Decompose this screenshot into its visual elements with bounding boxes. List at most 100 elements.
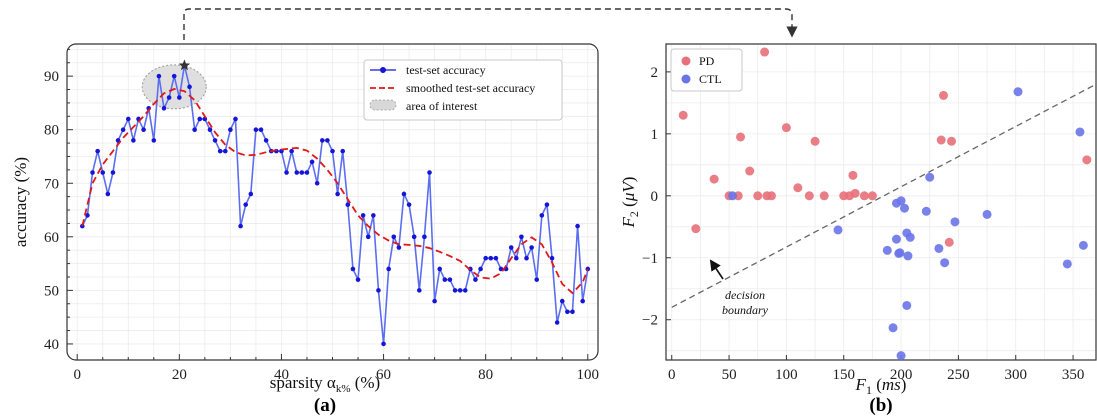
pd-point: [936, 135, 946, 145]
panel-a-legend: test-set accuracy smoothed test-set accu…: [363, 59, 563, 121]
pd-point: [810, 136, 820, 146]
x-tick-label: 200: [890, 367, 913, 383]
panel-b-ylabel: F2 (μV): [619, 177, 641, 229]
test-acc-point: [519, 234, 524, 240]
test-acc-point: [396, 245, 402, 250]
panel-a-label: (a): [314, 395, 336, 416]
ctl-point: [891, 234, 901, 244]
pd-point: [753, 191, 763, 201]
test-acc-point: [319, 138, 325, 143]
y-tick-label: 1: [651, 127, 659, 143]
x-tick-label: 40: [274, 367, 289, 383]
test-acc-point: [386, 266, 391, 272]
ctl-point: [950, 217, 960, 227]
pd-point: [850, 188, 860, 198]
test-acc-point: [488, 255, 494, 261]
pd-point: [793, 183, 803, 193]
test-acc-point: [570, 309, 575, 315]
ctl-point: [882, 245, 892, 255]
test-acc-point: [309, 159, 315, 165]
ctl-point: [925, 172, 935, 182]
pd-point: [781, 123, 791, 133]
test-acc-point: [294, 170, 300, 175]
test-acc-point: [483, 255, 488, 261]
pd-point: [867, 191, 877, 201]
test-acc-point: [85, 213, 90, 218]
test-acc-point: [442, 277, 448, 282]
panel-connector-arrow: [183, 8, 798, 60]
pd-point: [947, 136, 957, 146]
legend-label-ctl: CTL: [699, 72, 722, 86]
star-marker: [178, 59, 191, 71]
x-tick-label: 300: [1004, 367, 1027, 383]
pd-point: [691, 224, 701, 234]
test-acc-point: [105, 191, 111, 197]
test-acc-point: [432, 298, 437, 304]
y-tick-label: 50: [44, 283, 59, 299]
test-acc-point: [524, 255, 529, 261]
annotation-line-2: boundary: [722, 303, 769, 317]
smoothed-acc-line: [81, 88, 589, 294]
pd-point: [819, 191, 829, 201]
x-tick-label: 100: [775, 367, 798, 383]
test-acc-point: [422, 234, 427, 240]
test-acc-point: [314, 180, 320, 186]
test-acc-point: [110, 170, 116, 175]
pd-point: [804, 191, 814, 201]
ctl-point: [982, 209, 992, 219]
x-tick-label: 0: [73, 367, 81, 383]
test-acc-point: [565, 309, 570, 315]
legend-label-area: area of interest: [406, 99, 478, 113]
test-acc-point: [554, 320, 560, 325]
test-acc-point: [447, 277, 453, 282]
ctl-point: [1075, 127, 1085, 137]
test-acc-point: [462, 288, 468, 293]
ctl-point: [1062, 259, 1072, 269]
test-acc-point: [151, 138, 157, 143]
test-acc-point: [177, 95, 182, 100]
ctl-point: [896, 196, 906, 206]
test-acc-point: [197, 116, 203, 122]
decision-boundary-annotation: decision boundary: [709, 259, 769, 317]
test-acc-point: [401, 191, 407, 197]
legend-marker-ctl: [681, 74, 691, 84]
test-acc-point: [473, 277, 478, 282]
test-acc-point: [335, 191, 340, 197]
panel-b-frame: [665, 43, 1097, 361]
pd-point: [859, 191, 869, 201]
ctl-point: [905, 232, 915, 242]
test-acc-point: [166, 95, 172, 100]
test-acc-point: [539, 213, 545, 218]
test-acc-point: [120, 127, 126, 132]
test-acc-point: [452, 288, 458, 293]
test-acc-point: [416, 288, 422, 293]
panel-a-ticks: 0 20 40 60 80 100 40 50 60 70 80 90: [44, 48, 599, 383]
test-acc-point: [100, 170, 106, 175]
test-acc-point: [411, 234, 417, 240]
test-acc-point: [304, 170, 310, 175]
ctl-point: [888, 323, 898, 333]
test-acc-point: [141, 127, 146, 132]
panel-a: 0 20 40 60 80 100 40 50 60 70 80 90 test-set accura…: [11, 43, 599, 416]
test-acc-point: [437, 266, 443, 272]
test-acc-point: [207, 127, 213, 132]
ctl-point: [896, 351, 906, 361]
test-acc-point: [192, 127, 197, 132]
ctl-point: [1078, 240, 1088, 250]
pd-point: [938, 90, 948, 100]
test-acc-point: [156, 73, 162, 79]
legend-label-smoothed: smoothed test-set accuracy: [406, 81, 535, 95]
area-of-interest-ellipse: [141, 64, 207, 110]
pd-point: [709, 174, 719, 184]
test-acc-point: [360, 213, 366, 218]
y-tick-label: 90: [44, 69, 59, 85]
test-acc-point: [330, 148, 335, 154]
y-tick-label: 80: [44, 123, 59, 139]
x-tick-label: 250: [947, 367, 970, 383]
x-tick-label: 80: [478, 367, 493, 383]
x-tick-label: 350: [1062, 367, 1085, 383]
ctl-point: [900, 203, 910, 213]
test-acc-point: [544, 202, 550, 207]
test-acc-point: [233, 116, 238, 122]
